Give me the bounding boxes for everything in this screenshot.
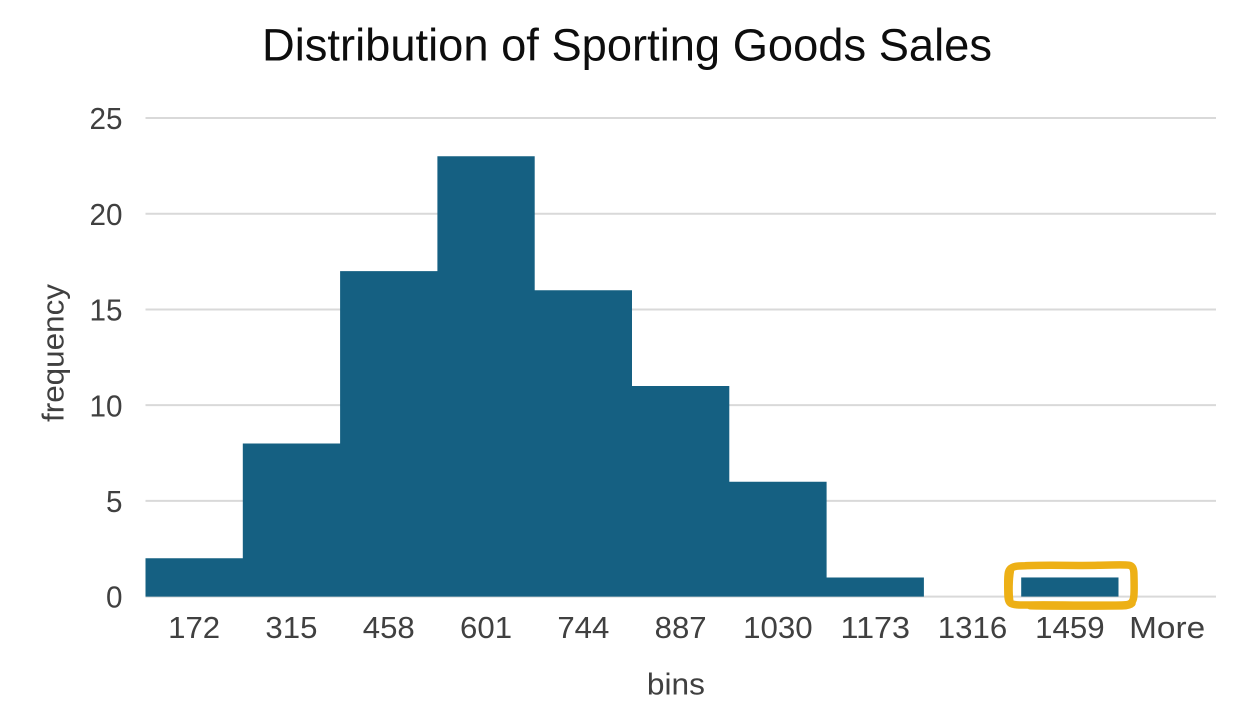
- svg-text:1459: 1459: [1035, 610, 1105, 645]
- svg-text:frequency: frequency: [36, 283, 71, 422]
- svg-text:10: 10: [90, 388, 123, 423]
- svg-text:458: 458: [363, 610, 415, 645]
- svg-text:744: 744: [557, 610, 609, 645]
- svg-text:0: 0: [106, 580, 123, 615]
- svg-text:5: 5: [106, 484, 123, 519]
- svg-text:25: 25: [90, 101, 123, 136]
- svg-text:1030: 1030: [743, 610, 813, 645]
- svg-text:15: 15: [90, 293, 123, 328]
- svg-text:Distribution of Sporting Goods: Distribution of Sporting Goods Sales: [262, 20, 992, 71]
- svg-text:315: 315: [265, 610, 317, 645]
- svg-text:bins: bins: [647, 666, 705, 701]
- svg-text:887: 887: [655, 610, 707, 645]
- svg-text:1316: 1316: [938, 610, 1008, 645]
- svg-text:More: More: [1129, 610, 1205, 645]
- svg-text:1173: 1173: [841, 610, 911, 645]
- svg-text:20: 20: [90, 197, 123, 232]
- svg-text:172: 172: [168, 610, 220, 645]
- svg-text:601: 601: [460, 610, 512, 645]
